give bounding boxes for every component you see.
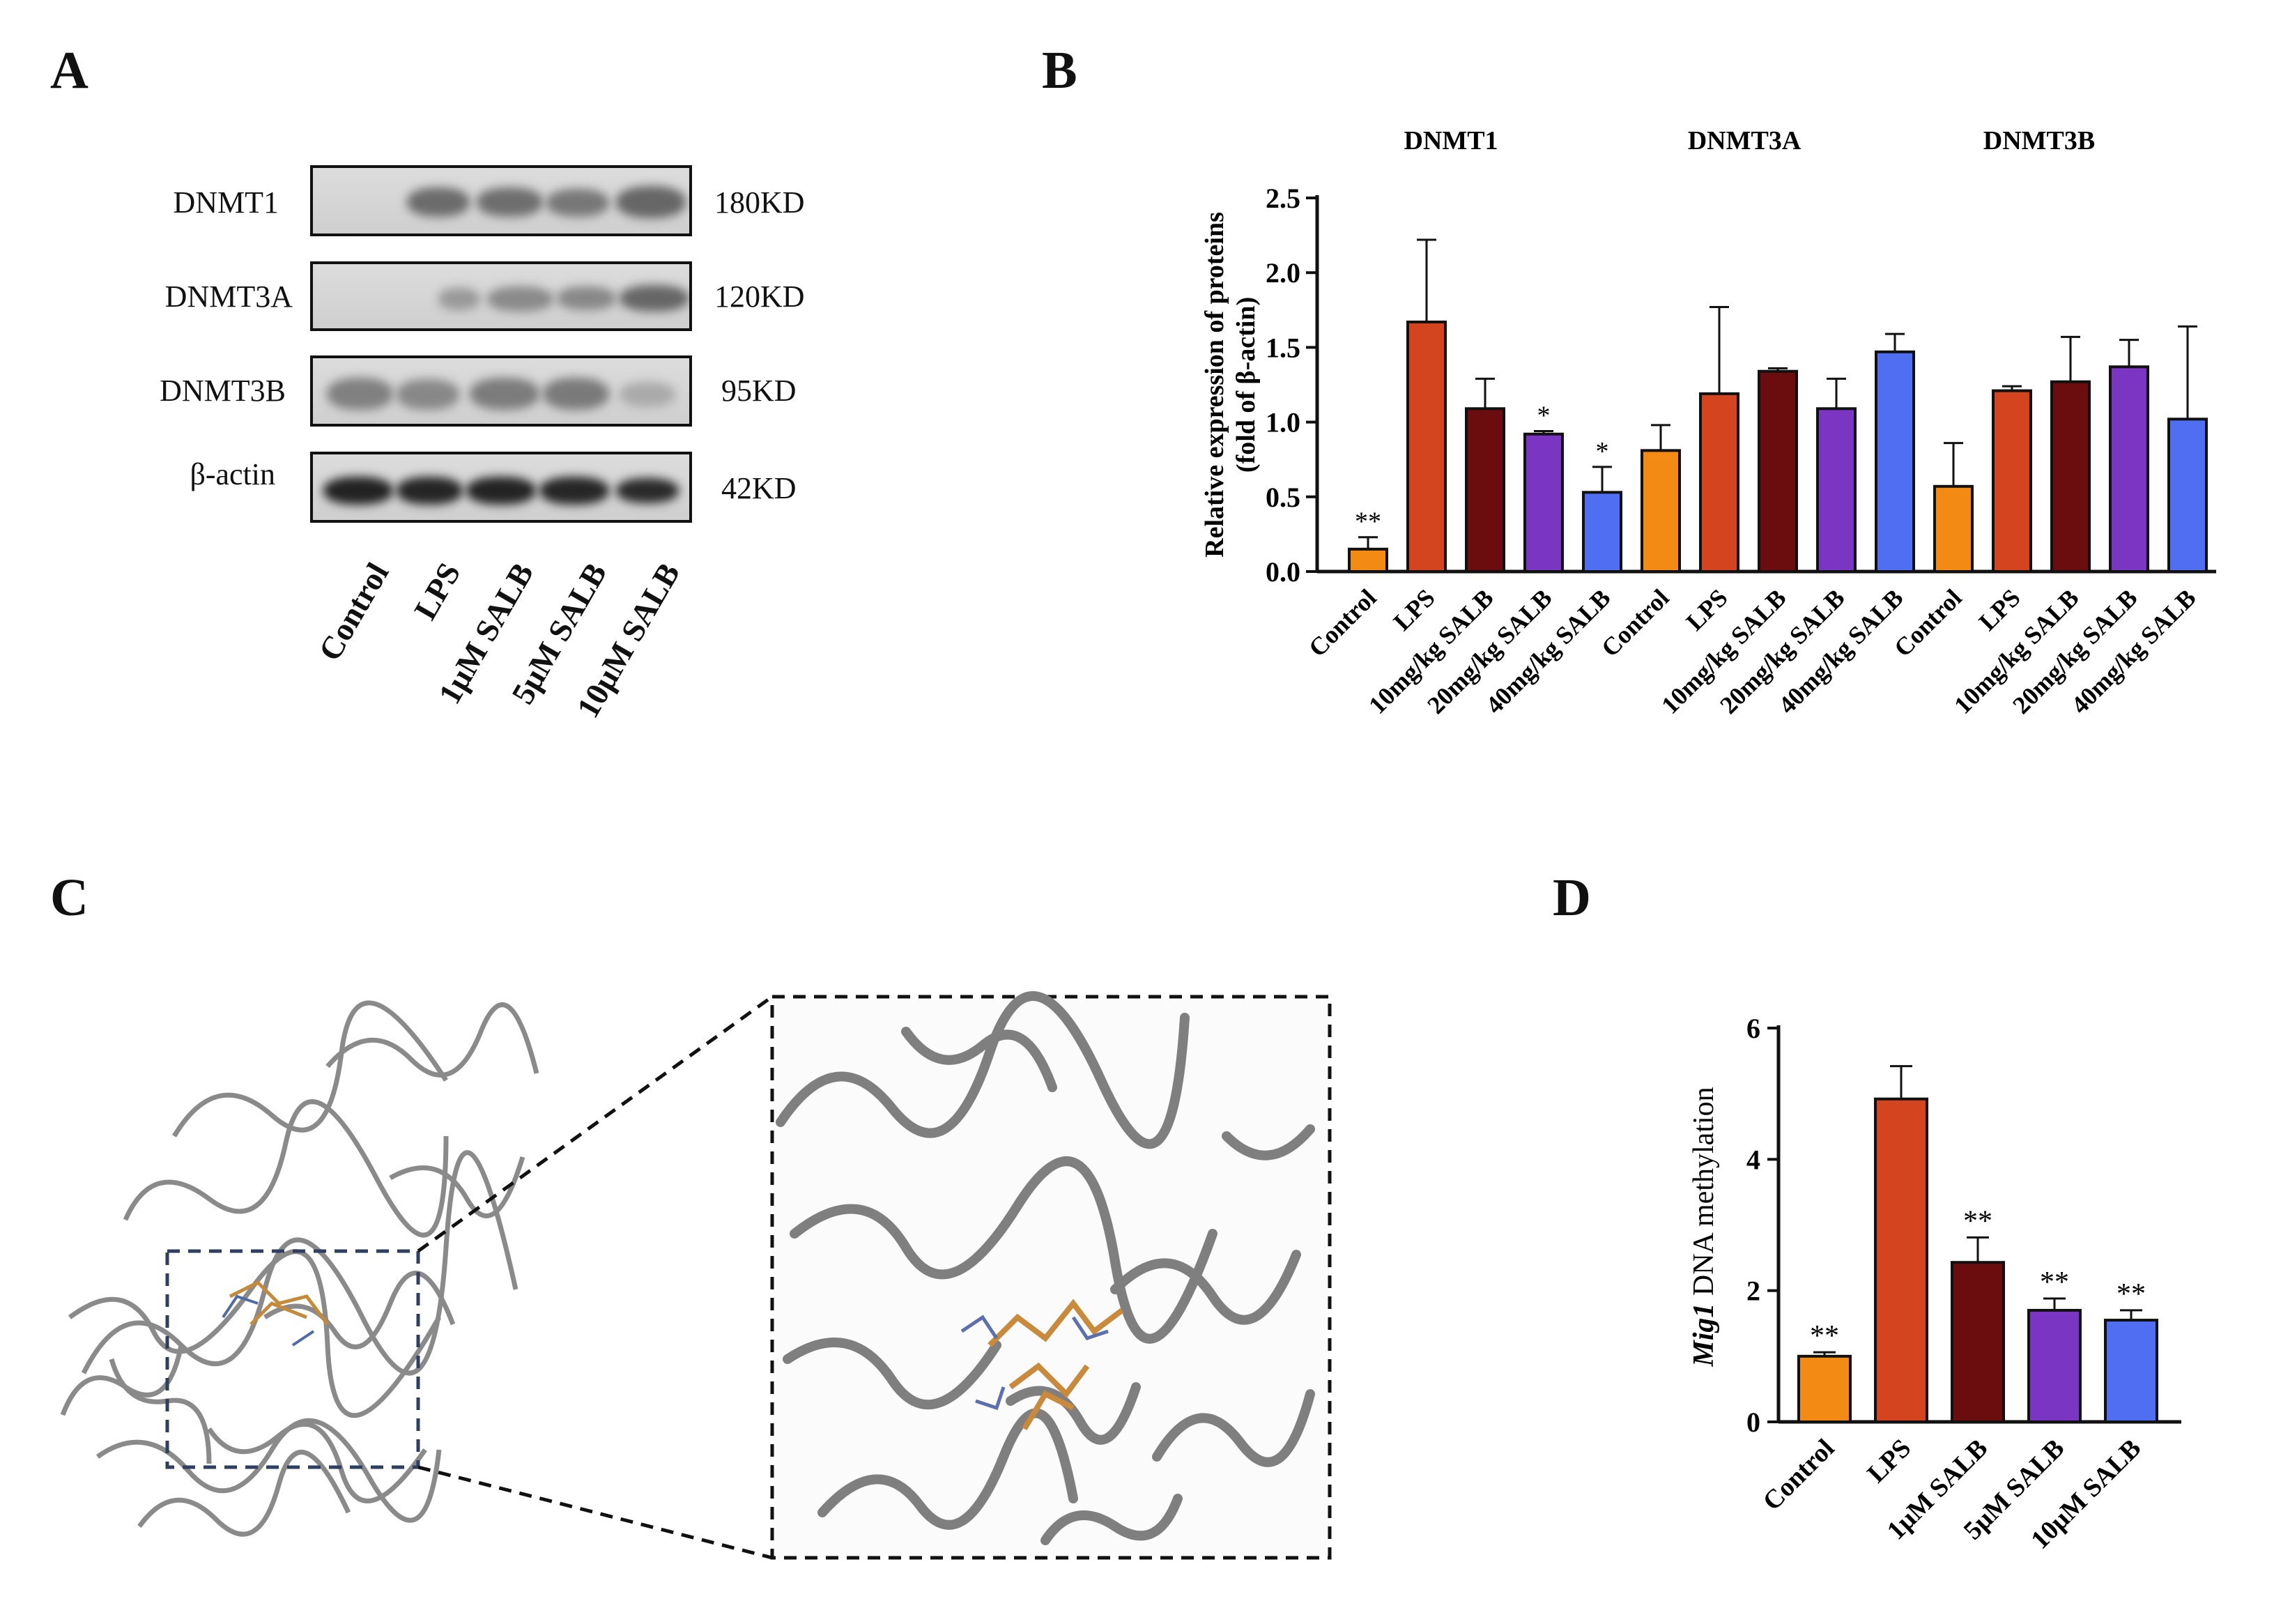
ligand-icon (988, 1299, 1124, 1431)
bar (2050, 380, 2091, 573)
bar (1816, 407, 1857, 574)
blot-protein-label: DNMT3B (160, 374, 286, 408)
panel-label-b: B (1042, 41, 1077, 100)
bar (1348, 547, 1388, 574)
y-tick-label: 1.0 (1266, 407, 1300, 438)
y-tick-label: 2 (1746, 1276, 1760, 1307)
y-axis-label: (fold of β-actin) (1231, 297, 1261, 473)
molecular-weight-label: 120KD (714, 279, 805, 314)
y-tick-label: 0 (1746, 1407, 1760, 1438)
protein-ribbon-icon (60, 1000, 539, 1537)
zoom-region-box (165, 1249, 420, 1469)
bar (1874, 1097, 1928, 1423)
bar (2109, 365, 2149, 573)
y-axis-label-gene: Mig1 (1688, 1303, 1720, 1368)
panel-label-d: D (1553, 868, 1591, 927)
bar (1465, 407, 1505, 574)
y-tick-label: 1.5 (1266, 332, 1300, 363)
y-axis-label: Mig1 DNA methylation (1688, 1087, 1720, 1367)
group-title: DNMT3A (1688, 126, 1801, 155)
significance-mark: ** (1963, 1205, 1992, 1237)
panel-label-c: C (50, 868, 89, 927)
molecular-weight-label: 180KD (714, 185, 805, 220)
bar (1797, 1354, 1852, 1424)
molecular-weight-label: 95KD (721, 374, 797, 408)
bar (1951, 1261, 2005, 1424)
significance-mark: ** (1355, 507, 1381, 537)
bar (2167, 418, 2208, 574)
y-tick-label: 4 (1746, 1144, 1760, 1175)
significance-mark: ** (2116, 1278, 2146, 1310)
blot-strip-beta-actin (310, 452, 692, 523)
y-tick-label: 0.5 (1266, 482, 1300, 513)
protein-docking-illustration (60, 991, 1332, 1560)
bar (1875, 350, 1915, 573)
blot-strip-dnmt3b (310, 355, 692, 427)
zoomed-ribbon-icon (776, 991, 1315, 1545)
blot-protein-label: DNMT3A (164, 279, 293, 314)
y-axis-label: Relative expression of proteins (1200, 212, 1229, 558)
y-tick-label: 0.0 (1266, 556, 1300, 588)
bar (1582, 491, 1622, 573)
x-tick-label: Control (1758, 1434, 1841, 1517)
blot-strip-dnmt1 (310, 165, 692, 236)
bar (2104, 1319, 2158, 1423)
group-title: DNMT1 (1404, 126, 1498, 155)
bar (1933, 484, 1974, 573)
chart-panel-b: 0.0 0.5 1.0 1.5 2.0 2.5 Relative expression of… (1200, 126, 2216, 719)
bar (1758, 369, 1798, 573)
significance-mark: ** (1810, 1320, 1839, 1352)
group-title: DNMT3B (1983, 126, 2095, 155)
x-tick-label: LPS (1861, 1434, 1916, 1489)
significance-mark: ** (2040, 1266, 2069, 1299)
blot-protein-label: DNMT1 (173, 185, 279, 220)
bar (1699, 392, 1739, 574)
significance-mark: * (1537, 401, 1551, 430)
significance-mark: * (1596, 437, 1609, 466)
bar (1523, 432, 1564, 574)
bar (1992, 389, 2032, 573)
y-tick-label: 6 (1746, 1013, 1760, 1044)
bar (1641, 449, 1681, 573)
bar (2027, 1308, 2082, 1423)
y-tick-label: 2.5 (1266, 183, 1300, 214)
panel-label-a: A (50, 41, 89, 100)
blot-strip-dnmt3a (310, 261, 692, 331)
y-tick-label: 2.0 (1266, 257, 1300, 289)
y-axis-label-rest: DNA methylation (1688, 1087, 1720, 1303)
blot-protein-label: β-actin (190, 457, 275, 491)
molecular-weight-label: 42KD (721, 471, 797, 505)
bar (1406, 320, 1447, 573)
